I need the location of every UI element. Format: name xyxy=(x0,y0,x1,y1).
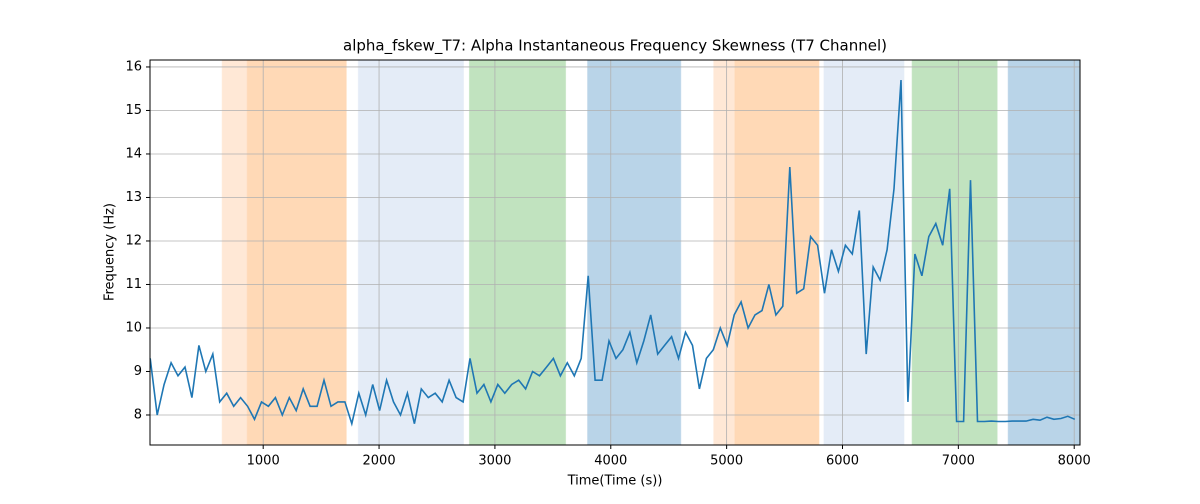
x-tick-label: 5000 xyxy=(710,454,743,469)
y-tick-label: 14 xyxy=(125,146,142,161)
x-tick-label: 4000 xyxy=(594,454,627,469)
shaded-span xyxy=(911,59,998,446)
shaded-span xyxy=(713,59,736,446)
x-tick-label: 2000 xyxy=(363,454,396,469)
x-tick-label: 7000 xyxy=(942,454,975,469)
shaded-span xyxy=(587,59,682,446)
y-tick-label: 9 xyxy=(134,364,142,379)
y-tick-label: 13 xyxy=(125,190,142,205)
shaded-span xyxy=(357,59,465,446)
x-tick-label: 8000 xyxy=(1058,454,1091,469)
y-tick-label: 16 xyxy=(125,59,142,74)
plot-frame xyxy=(149,59,1081,446)
y-tick-label: 12 xyxy=(125,233,142,248)
data-line xyxy=(149,79,1076,427)
y-axis-title: Frequency (Hz) xyxy=(103,203,118,301)
shaded-span xyxy=(734,59,820,446)
x-tick-label: 6000 xyxy=(826,454,859,469)
shaded-span xyxy=(823,59,905,446)
y-tick-label: 10 xyxy=(125,320,142,335)
shaded-span xyxy=(221,59,248,446)
shaded-span xyxy=(246,59,347,446)
shaded-span xyxy=(468,59,567,446)
y-tick-label: 11 xyxy=(125,277,142,292)
x-tick-label: 1000 xyxy=(247,454,280,469)
y-tick-label: 15 xyxy=(125,103,142,118)
shaded-span xyxy=(1007,59,1080,446)
y-tick-label: 8 xyxy=(134,407,142,422)
chart-title: alpha_fskew_T7: Alpha Instantaneous Freq… xyxy=(343,37,887,56)
x-tick-label: 3000 xyxy=(478,454,511,469)
x-axis-title: Time(Time (s)) xyxy=(567,474,663,489)
